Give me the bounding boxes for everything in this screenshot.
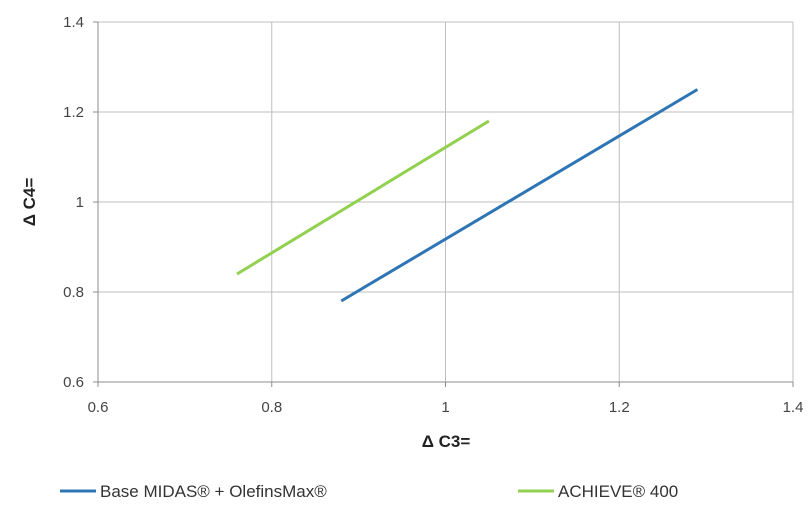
legend-label-series-2: ACHIEVE® 400 — [558, 482, 678, 501]
y-tick-label: 0.8 — [63, 284, 84, 301]
x-tick-label: 0.6 — [88, 399, 109, 416]
axes — [93, 21, 794, 387]
series-lines — [236, 88, 699, 303]
series-line-2 — [236, 119, 490, 276]
x-tick-label: 1.2 — [609, 399, 630, 416]
y-tick-label: 1.4 — [63, 14, 84, 31]
legend-label-series-1: Base MIDAS® + OlefinsMax® — [100, 482, 327, 501]
x-axis-title: Δ C3= — [422, 432, 471, 451]
x-tick-label: 1 — [441, 399, 449, 416]
y-tick-label: 0.6 — [63, 374, 84, 391]
tick-labels: 0.6 0.8 1 1.2 1.4 0.6 0.8 1 1.2 1.4 — [63, 14, 803, 416]
legend: Base MIDAS® + OlefinsMax® ACHIEVE® 400 — [60, 482, 678, 501]
series-line-1 — [340, 88, 699, 303]
y-tick-label: 1.2 — [63, 104, 84, 121]
gridlines — [98, 21, 794, 382]
x-tick-label: 1.4 — [783, 399, 804, 416]
y-axis-title: Δ C4= — [20, 178, 39, 227]
x-tick-label: 0.8 — [261, 399, 282, 416]
y-tick-label: 1 — [76, 194, 84, 211]
